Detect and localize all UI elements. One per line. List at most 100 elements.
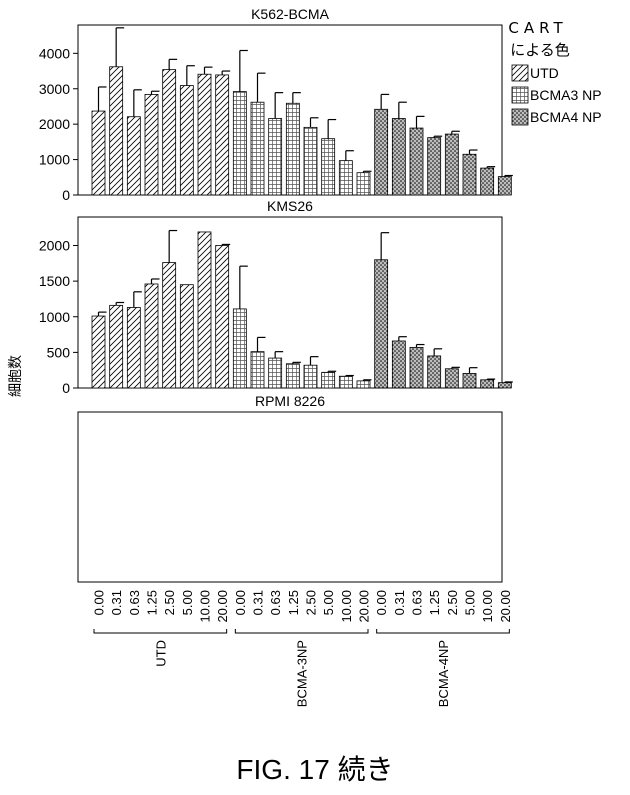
bar [232, 91, 247, 196]
bar [285, 363, 300, 389]
group-bracket [376, 629, 510, 634]
panel-1: K562-BCMA 0 1000 2000 3000 4000 [39, 6, 513, 203]
x-tick-label: 5.00 [321, 590, 336, 615]
y-tick-label: 4000 [39, 45, 70, 61]
x-tick-label: 10.00 [198, 590, 213, 623]
figure-caption: FIG. 17 続き [236, 754, 394, 785]
x-tick-label: 20.00 [215, 590, 230, 623]
x-tick-label: 0.63 [410, 590, 425, 615]
group-label: BCMA-3NP [295, 640, 310, 707]
bar [321, 138, 336, 196]
x-tick-label: 10.00 [480, 590, 495, 623]
bar [268, 118, 283, 196]
bar [179, 85, 194, 196]
x-tick-label: 20.00 [357, 590, 372, 623]
bar [250, 101, 265, 196]
bar [268, 357, 283, 389]
bar [480, 379, 495, 389]
y-tick-label: 1000 [39, 152, 70, 168]
bar [480, 167, 495, 196]
bar [126, 307, 141, 389]
legend-swatch-hatch [511, 64, 529, 82]
y-axis-label: 細胞数 [8, 355, 24, 397]
bar [427, 137, 442, 196]
x-tick-label: 0.31 [392, 590, 407, 615]
bar [303, 364, 318, 389]
bar [215, 245, 230, 389]
x-tick-label: 2.50 [304, 590, 319, 615]
x-tick-label: 0.00 [374, 590, 389, 615]
y-tick-label: 0 [62, 380, 70, 396]
bar [144, 283, 159, 389]
panel-title: K562-BCMA [251, 6, 329, 22]
x-tick-label: 1.25 [427, 590, 442, 615]
legend-title-line1: CART [508, 19, 567, 37]
panel-title: RPMI 8226 [255, 393, 325, 409]
x-tick-label: 0.31 [109, 590, 124, 615]
x-tick-label: 2.50 [162, 590, 177, 615]
y-tick-label: 500 [47, 344, 71, 360]
bar [197, 231, 212, 389]
legend-item-label: UTD [530, 65, 559, 81]
bar [374, 259, 389, 389]
bar [444, 133, 459, 196]
bar [162, 69, 177, 196]
bar [109, 66, 124, 196]
bar [250, 351, 265, 389]
legend-title-line2: による色 [510, 41, 570, 59]
bar [91, 110, 106, 196]
bar [409, 127, 424, 196]
y-tick-label: 2000 [39, 116, 70, 132]
bar [197, 73, 212, 196]
legend: CART による色 UTD BCMA3 NP BCMA4 NP [508, 19, 602, 126]
x-tick-label: 1.25 [145, 590, 160, 615]
bar [285, 102, 300, 196]
bar [215, 74, 230, 196]
legend-swatch-dots [511, 108, 529, 126]
bar [109, 304, 124, 389]
bar [179, 284, 194, 389]
x-tick-label: 5.00 [463, 590, 478, 615]
bar [391, 340, 406, 389]
legend-item-label: BCMA3 NP [530, 87, 602, 103]
bar [91, 315, 106, 389]
bar [427, 355, 442, 389]
bar [338, 375, 353, 389]
x-tick-label: 0.63 [127, 590, 142, 615]
x-tick-label: 1.25 [286, 590, 301, 615]
bar [409, 346, 424, 389]
legend-swatch-grid [511, 86, 529, 104]
bar [391, 118, 406, 196]
x-tick-label: 5.00 [180, 590, 195, 615]
group-bracket [93, 629, 228, 634]
y-tick-label: 3000 [39, 81, 70, 97]
group-label: BCMA-4NP [436, 640, 451, 707]
bar [303, 126, 318, 196]
bar [444, 368, 459, 389]
bar [497, 176, 512, 196]
bar [462, 153, 477, 196]
bar [232, 308, 247, 389]
bar [162, 262, 177, 389]
x-tick-label: 20.00 [498, 590, 513, 623]
bar [126, 116, 141, 196]
y-tick-label: 1000 [39, 309, 70, 325]
y-tick-label: 0 [62, 187, 70, 203]
bar [462, 372, 477, 389]
group-bracket [234, 629, 369, 634]
x-tick-label: 0.31 [251, 590, 266, 615]
x-tick-label: 0.63 [268, 590, 283, 615]
bar [356, 172, 371, 196]
bar [321, 371, 336, 389]
bar [374, 108, 389, 196]
y-tick-label: 1500 [39, 273, 70, 289]
panel-3: RPMI 8226 [77, 393, 503, 583]
x-tick-label: 0.00 [233, 590, 248, 615]
bar [338, 160, 353, 196]
x-tick-label: 2.50 [445, 590, 460, 615]
y-axis-label-group: 細胞数 [8, 355, 24, 397]
y-tick-label: 2000 [39, 238, 70, 254]
bar [356, 380, 371, 389]
panel-2: KMS26 0 500 1000 1500 2000 [39, 198, 513, 396]
